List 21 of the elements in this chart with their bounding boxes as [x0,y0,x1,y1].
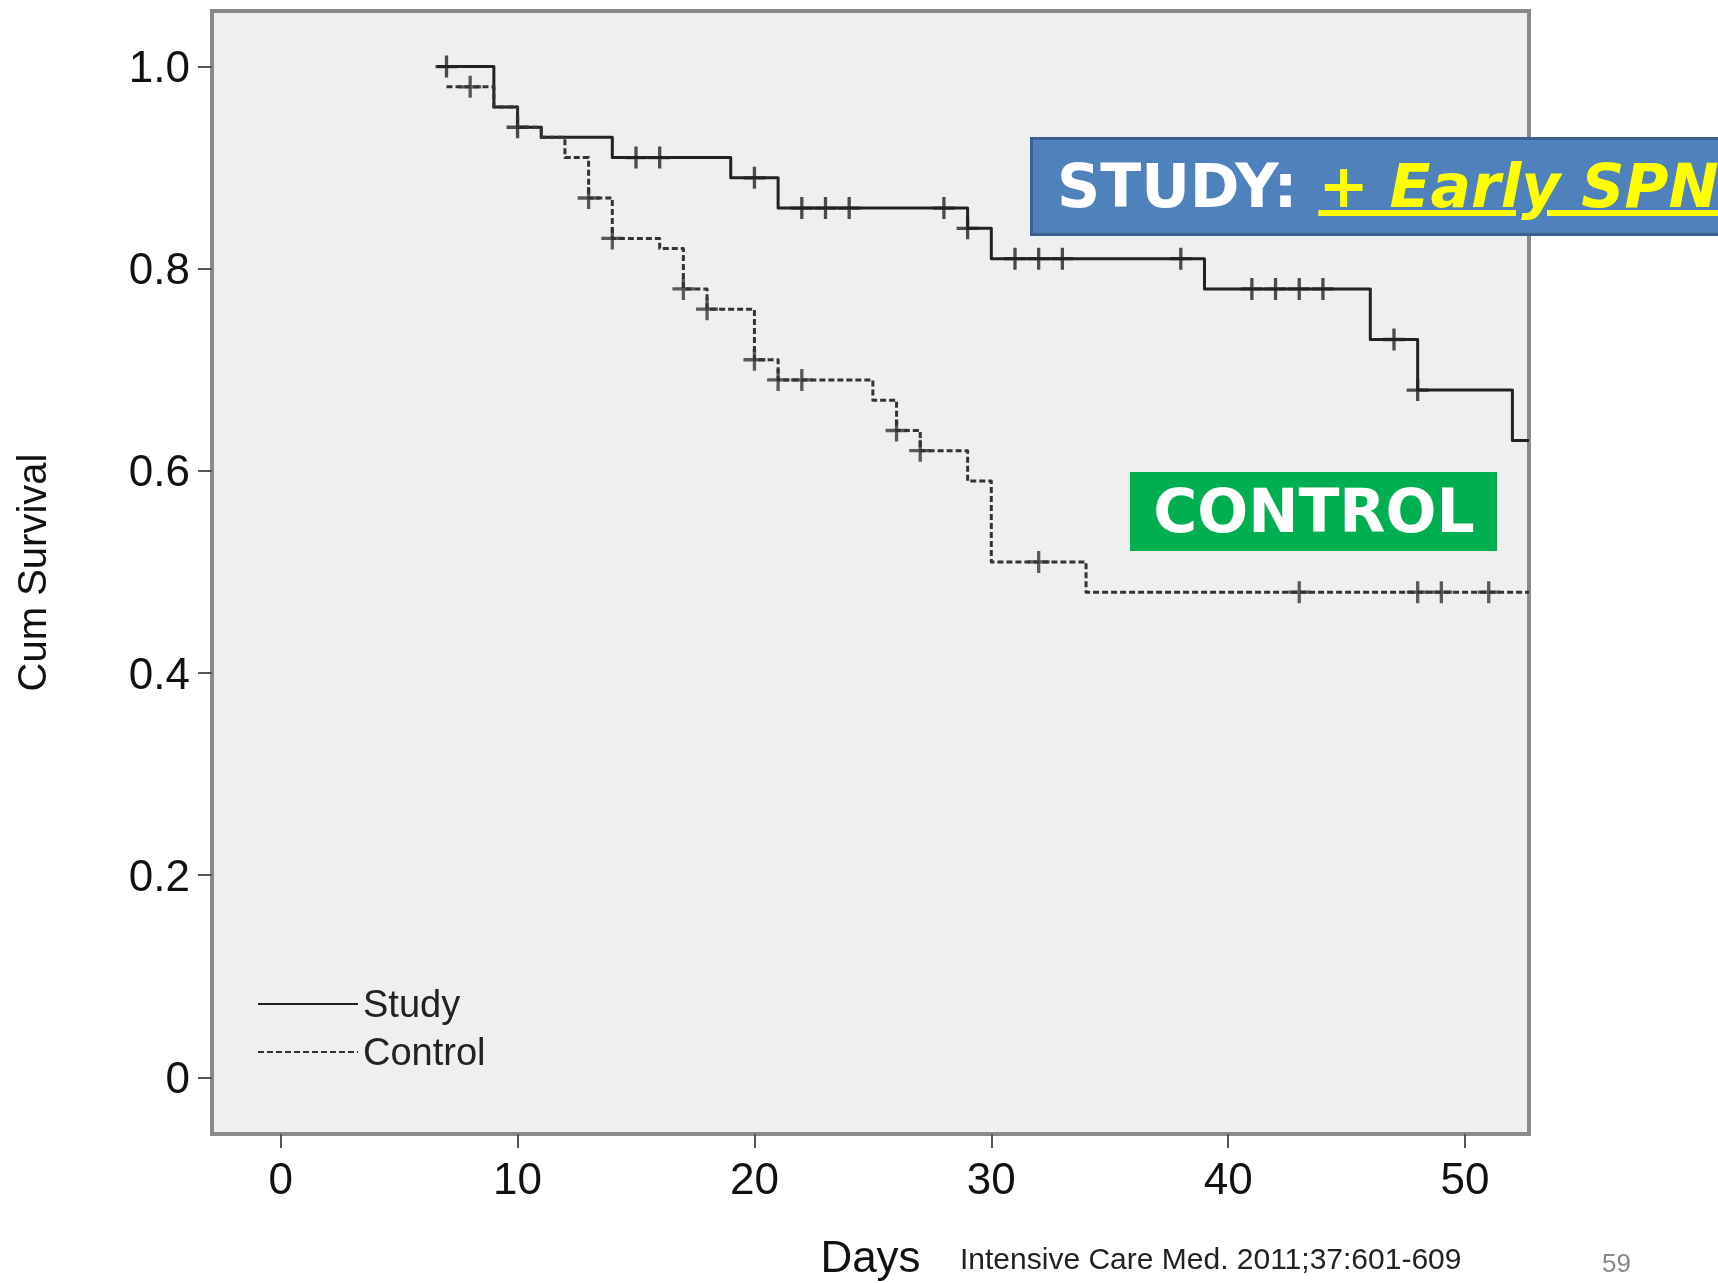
y-tick-label: 1.0 [128,42,190,92]
annotation: CONTROL [1130,472,1498,552]
annotation: STUDY: [1057,151,1298,221]
x-tick-label: 0 [268,1153,293,1203]
x-tick-label: 50 [1440,1153,1490,1203]
x-tick-label: 40 [1203,1153,1253,1203]
text: Intensive Care Med. 2011;37:601-609 [960,1242,1462,1276]
legend-label: Control [363,1031,486,1073]
x-tick-label: 30 [966,1153,1016,1203]
x-tick-label: 10 [493,1153,543,1203]
y-tick-label: 0.8 [128,244,190,294]
y-tick-label: 0 [165,1052,190,1102]
x-tick-label: 20 [729,1153,779,1203]
y-tick-label: 0.2 [128,850,190,900]
annotation: + Early SPN [1318,151,1718,221]
y-axis-title: Cum Survival [10,453,54,692]
legend-label: Study [363,983,461,1025]
y-tick-label: 0.6 [128,446,190,496]
y-tick-label: 0.4 [128,648,190,698]
x-axis-title: Days [820,1231,921,1281]
text: 59 [1602,1248,1631,1279]
